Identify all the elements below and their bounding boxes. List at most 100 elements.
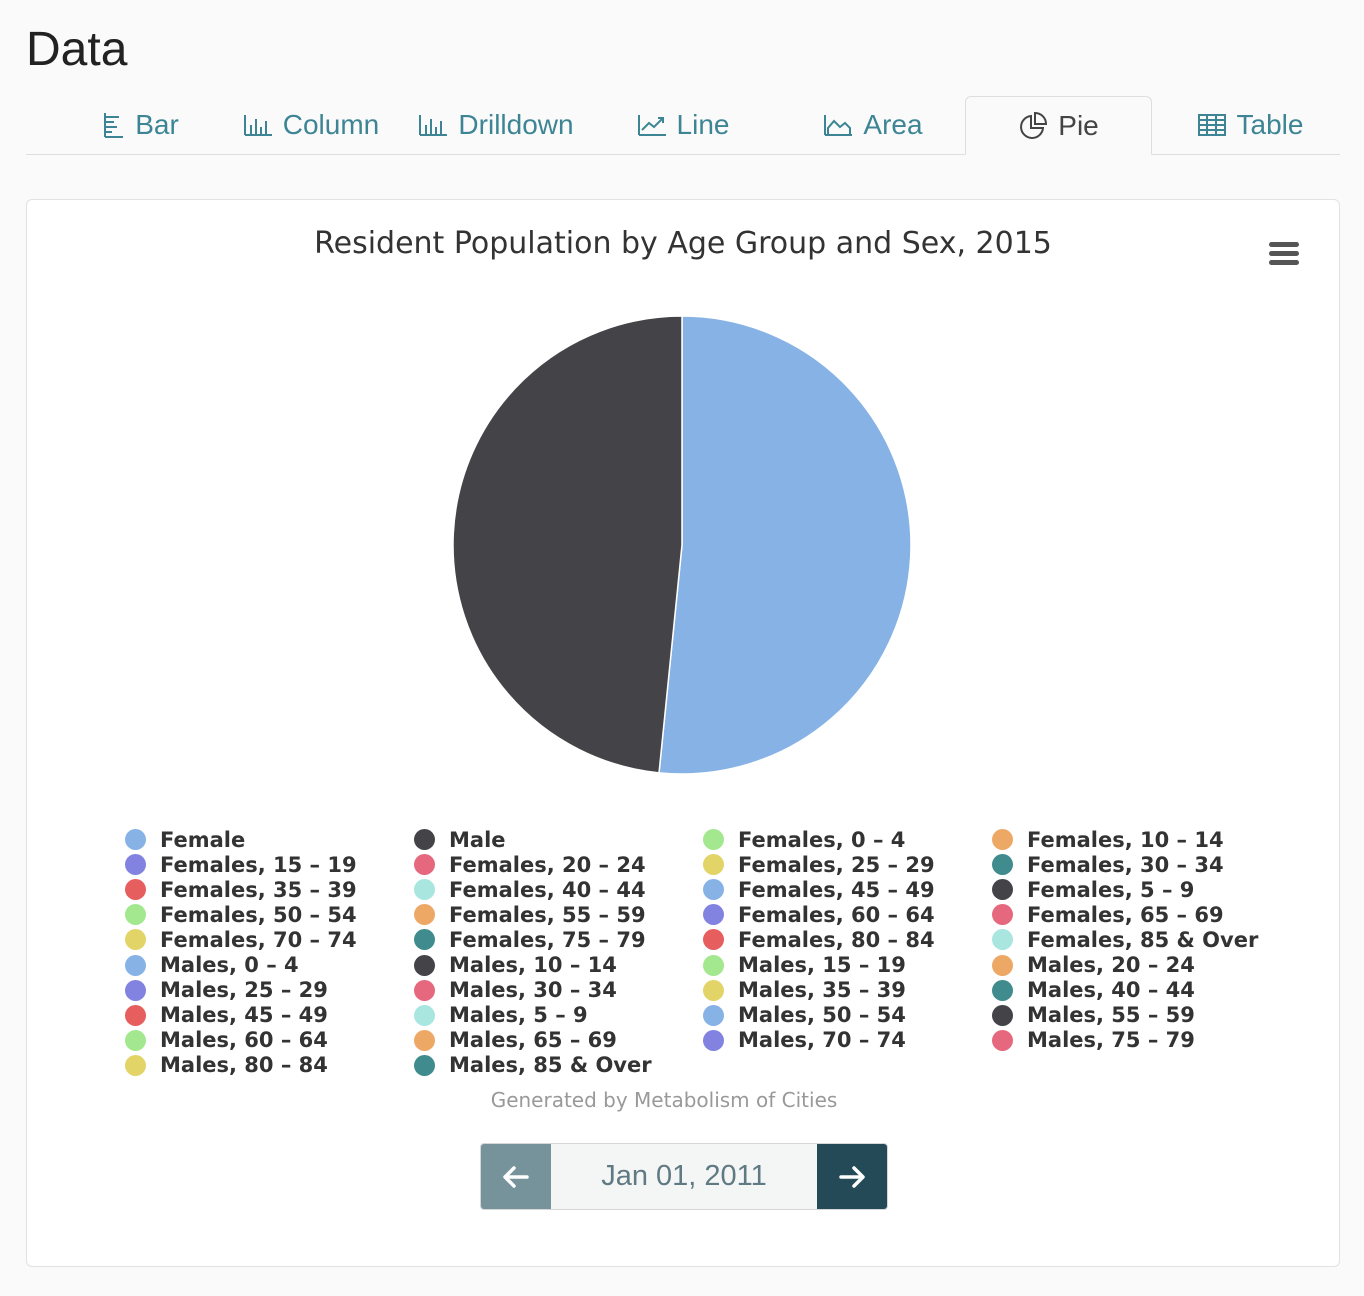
tab-area[interactable]: Area (800, 96, 946, 154)
legend-label: Females, 70 – 74 (160, 927, 357, 952)
legend-item[interactable]: Male (414, 827, 506, 852)
tab-table[interactable]: Table (1176, 96, 1324, 154)
legend-item[interactable]: Males, 50 – 54 (703, 1003, 906, 1028)
legend-item[interactable]: Males, 35 – 39 (703, 978, 906, 1003)
legend-label: Males, 35 – 39 (738, 978, 906, 1003)
legend-item[interactable]: Males, 80 – 84 (125, 1053, 328, 1078)
legend-marker (414, 904, 435, 926)
tab-drilldown[interactable]: Drilldown (406, 96, 586, 154)
legend-label: Females, 25 – 29 (738, 852, 935, 877)
legend-item[interactable]: Males, 25 – 29 (125, 978, 328, 1003)
legend-label: Males, 75 – 79 (1027, 1028, 1195, 1053)
legend-item[interactable]: Males, 75 – 79 (992, 1028, 1195, 1053)
legend-item[interactable]: Females, 20 – 24 (414, 852, 646, 877)
legend-label: Males, 65 – 69 (449, 1028, 617, 1053)
legend-label: Females, 80 – 84 (738, 927, 935, 952)
legend-label: Males, 5 – 9 (449, 1003, 588, 1028)
legend-marker (992, 879, 1013, 901)
pie-chart-icon (1018, 111, 1048, 141)
legend-item[interactable]: Females, 75 – 79 (414, 927, 646, 952)
chart-menu-button[interactable] (1267, 240, 1301, 268)
legend-item[interactable]: Females, 40 – 44 (414, 877, 646, 902)
table-icon (1197, 113, 1227, 137)
legend-label: Male (449, 827, 506, 852)
legend-item[interactable]: Males, 0 – 4 (125, 953, 299, 978)
drilldown-chart-icon (418, 113, 448, 137)
tab-label: Line (676, 109, 730, 140)
legend-label: Females, 5 – 9 (1027, 877, 1195, 902)
legend-item[interactable]: Females, 0 – 4 (703, 827, 905, 852)
legend-marker (125, 879, 146, 901)
legend-marker (703, 1004, 724, 1026)
legend-item[interactable]: Males, 85 & Over (414, 1053, 652, 1078)
legend-item[interactable]: Males, 70 – 74 (703, 1028, 906, 1053)
legend-label: Males, 55 – 59 (1027, 1003, 1195, 1028)
legend-item[interactable]: Females, 50 – 54 (125, 902, 357, 927)
tab-pie[interactable]: Pie (965, 96, 1152, 155)
hamburger-menu-icon (1269, 242, 1299, 265)
legend-item[interactable]: Males, 15 – 19 (703, 953, 906, 978)
legend-marker (125, 1029, 146, 1051)
legend-marker (414, 829, 435, 850)
legend-label: Females, 30 – 34 (1027, 852, 1224, 877)
legend-item[interactable]: Males, 45 – 49 (125, 1003, 328, 1028)
legend-item[interactable]: Females, 60 – 64 (703, 902, 935, 927)
tab-label: Column (282, 109, 380, 140)
legend-item[interactable]: Males, 40 – 44 (992, 978, 1195, 1003)
legend-label: Females, 40 – 44 (449, 877, 646, 902)
legend-label: Females, 50 – 54 (160, 902, 357, 927)
legend-marker (703, 954, 724, 976)
legend-marker (125, 929, 146, 951)
legend-marker (125, 1004, 146, 1026)
legend-marker (703, 829, 724, 850)
legend-label: Males, 50 – 54 (738, 1003, 906, 1028)
legend-item[interactable]: Females, 35 – 39 (125, 877, 357, 902)
pie-slice-female[interactable] (658, 315, 912, 775)
legend-item[interactable]: Females, 5 – 9 (992, 877, 1194, 902)
pie-slice-male[interactable] (452, 315, 683, 774)
legend-label: Males, 0 – 4 (160, 953, 299, 977)
legend-label: Males, 25 – 29 (160, 978, 328, 1003)
legend-marker (125, 954, 146, 976)
legend-label: Males, 30 – 34 (449, 978, 617, 1003)
legend-item[interactable]: Females, 55 – 59 (414, 902, 646, 927)
legend-label: Females, 45 – 49 (738, 877, 935, 902)
arrow-left-icon (503, 1165, 529, 1188)
legend-item[interactable]: Females, 85 & Over (992, 927, 1258, 952)
legend-marker (125, 854, 146, 876)
legend-marker (125, 829, 146, 850)
legend-item[interactable]: Males, 55 – 59 (992, 1003, 1195, 1028)
legend-label: Females, 10 – 14 (1027, 827, 1224, 852)
legend-item[interactable]: Females, 10 – 14 (992, 827, 1224, 852)
chart-card: Resident Population by Age Group and Sex… (26, 199, 1340, 1267)
legend-item[interactable]: Males, 10 – 14 (414, 953, 617, 978)
tab-line[interactable]: Line (616, 96, 750, 154)
legend-item[interactable]: Females, 45 – 49 (703, 877, 935, 902)
legend-label: Females, 65 – 69 (1027, 902, 1224, 927)
legend-marker (703, 854, 724, 876)
legend-item[interactable]: Males, 30 – 34 (414, 978, 617, 1003)
legend-item[interactable]: Males, 5 – 9 (414, 1003, 588, 1028)
legend-item[interactable]: Males, 60 – 64 (125, 1028, 328, 1053)
legend-item[interactable]: Females, 25 – 29 (703, 852, 935, 877)
next-date-button[interactable] (817, 1144, 887, 1209)
tab-label: Drilldown (458, 109, 574, 140)
legend-label: Males, 45 – 49 (160, 1003, 328, 1028)
tab-label: Pie (1058, 109, 1099, 141)
legend-item[interactable]: Females, 70 – 74 (125, 927, 357, 952)
legend-item[interactable]: Females, 80 – 84 (703, 927, 935, 952)
legend-marker (703, 929, 724, 951)
legend-item[interactable]: Females, 65 – 69 (992, 902, 1224, 927)
legend-item[interactable]: Males, 65 – 69 (414, 1028, 617, 1053)
tab-bar[interactable]: Bar (66, 96, 216, 154)
legend-item[interactable]: Females, 30 – 34 (992, 852, 1224, 877)
previous-date-button[interactable] (481, 1144, 551, 1209)
legend-item[interactable]: Females, 15 – 19 (125, 852, 357, 877)
legend-item[interactable]: Female (125, 827, 245, 852)
tab-column[interactable]: Column (230, 96, 392, 154)
legend-marker (992, 829, 1013, 850)
legend-item[interactable]: Males, 20 – 24 (992, 953, 1195, 978)
chart-credits[interactable]: Generated by Metabolism of Cities (490, 1088, 838, 1112)
legend-marker (125, 979, 146, 1001)
pie-chart (452, 315, 912, 775)
